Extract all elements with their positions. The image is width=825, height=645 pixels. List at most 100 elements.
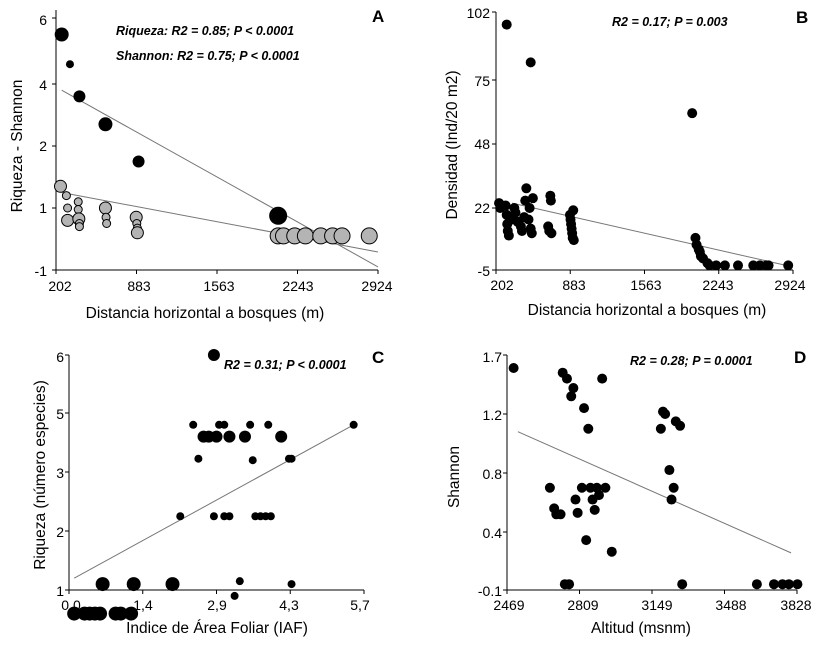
panel-c-xtick: 4,3 <box>279 597 299 613</box>
panel-b-data-point <box>521 183 532 194</box>
panel-b-data-point <box>526 228 537 239</box>
panel-b: B R2 = 0.17; P = 0.003 Densidad (Ind/20 … <box>444 5 808 319</box>
panel-c-data-point <box>287 454 296 463</box>
panel-a-xtick: 2924 <box>361 278 392 294</box>
panel-c-ytick: 1 <box>56 583 64 599</box>
panel-d-data-point <box>600 482 611 493</box>
panel-c-label: C <box>372 348 384 367</box>
panel-c-data-point <box>246 420 255 429</box>
panel-b-data-point <box>733 260 744 271</box>
panel-b-ytick: -5 <box>478 263 491 279</box>
panel-d-data-point <box>581 535 592 546</box>
panel-d-ytick: 1.7 <box>483 349 503 365</box>
panel-d-ytick: -0.1 <box>478 583 502 599</box>
panel-d-data-point <box>792 579 803 590</box>
panel-c-ylabel: Riqueza (número especies) <box>32 380 49 570</box>
panel-d-data-point <box>768 579 779 590</box>
panel-b-data-point <box>545 195 556 206</box>
panel-a-xtick: 883 <box>127 278 151 294</box>
panel-c-data-point <box>264 420 273 429</box>
panel-a-data-point <box>98 201 112 215</box>
panel-d-annotation: R2 = 0.28; P = 0.0001 <box>630 354 753 368</box>
panel-c-data-point <box>207 349 220 361</box>
panel-b-data-point <box>527 193 538 204</box>
panel-a-data-point <box>54 27 69 42</box>
panel-b-xlabel: Distancia horizontal a bosques (m) <box>528 302 767 319</box>
panel-a-data-point <box>102 219 112 228</box>
panel-c-data-point <box>93 606 108 621</box>
panel-a-data-point <box>73 90 86 103</box>
panel-d-data-point <box>606 546 617 557</box>
panel-b-data-point <box>763 260 774 271</box>
panel-a-ylabel: Riqueza - Shannon <box>9 80 26 213</box>
panel-b-data-point <box>525 57 536 68</box>
panel-d-data-point <box>561 373 572 384</box>
panel-d-data-point <box>664 465 675 476</box>
panel-a-ytick: 6 <box>39 12 47 28</box>
panel-c-fit-line <box>73 424 354 579</box>
panel-d: D R2 = 0.28; P = 0.0001 Shannon Altitud … <box>446 348 812 637</box>
panel-b-xtick: 2243 <box>702 277 733 293</box>
panel-d-data-point <box>668 482 679 493</box>
panel-a-data-point <box>65 60 74 69</box>
panel-b-xtick: 2924 <box>774 277 805 293</box>
panel-d-data-point <box>677 579 688 590</box>
panel-b-xtick: 1563 <box>630 277 661 293</box>
panel-d-xlabel: Altitud (msnm) <box>591 620 691 637</box>
panel-b-data-point <box>523 214 534 225</box>
panel-b-data-point <box>687 108 698 119</box>
panel-d-data-point <box>660 409 671 419</box>
panel-c-ytick: 3 <box>56 465 64 481</box>
panel-c-data-point <box>275 430 288 443</box>
panel-b-data-point <box>510 207 521 218</box>
panel-c-data-point <box>220 420 229 429</box>
panel-c-data-point <box>113 606 128 621</box>
panel-c-data-point <box>210 430 223 443</box>
panel-b-ytick: 48 <box>474 136 490 152</box>
panel-c-xlabel: Indice de Área Foliar (IAF) <box>126 620 308 637</box>
panel-a-xtick: 202 <box>48 278 72 294</box>
panel-a-ytick: 4 <box>39 77 47 93</box>
panel-b-data-point <box>501 19 512 30</box>
panel-d-data-point <box>570 494 581 505</box>
panel-a-data-point <box>132 155 145 168</box>
panel-d-label: D <box>794 348 806 367</box>
panel-d-data-point <box>555 509 566 520</box>
panel-d-data-point <box>576 482 587 493</box>
panel-b-data-point <box>500 200 511 211</box>
panel-b-data-point <box>524 203 535 213</box>
panel-d-data-point <box>666 494 677 505</box>
panel-c: C R2 = 0.31; P < 0.0001 Riqueza (número … <box>32 348 384 637</box>
panel-b-ytick: 102 <box>467 5 491 21</box>
panel-c-data-point <box>287 580 296 589</box>
panel-d-ylabel: Shannon <box>446 446 463 508</box>
panel-a-data-point <box>61 191 71 201</box>
panel-d-ytick: 1.2 <box>483 407 503 423</box>
panel-c-data-point <box>209 512 218 521</box>
panel-c-data-point <box>67 606 82 621</box>
panel-b-ylabel: Densidad (Ind/20 m2) <box>444 70 461 219</box>
panel-a-data-point <box>130 226 144 240</box>
panel-c-marks <box>65 349 365 621</box>
panel-b-data-point <box>568 235 579 246</box>
panel-d-data-point <box>564 579 575 590</box>
panel-d-data-point <box>783 579 794 590</box>
panel-c-annotation: R2 = 0.31; P < 0.0001 <box>224 358 347 372</box>
panel-d-data-point <box>589 504 600 515</box>
panel-d-marks <box>503 354 803 594</box>
panel-c-data-point <box>225 512 234 521</box>
panel-d-data-point <box>579 403 590 414</box>
panel-a-data-point <box>333 227 351 245</box>
panel-d-data-point <box>566 391 577 402</box>
panel-a-ytick: 2 <box>39 138 47 154</box>
panel-a-data-point <box>73 205 83 215</box>
panel-d-data-point <box>675 420 686 431</box>
panel-c-ytick: 2 <box>56 524 64 540</box>
panel-c-ytick: 5 <box>56 406 64 422</box>
panel-b-xtick: 883 <box>562 277 586 293</box>
panel-c-data-point <box>95 577 110 592</box>
panel-b-data-point <box>783 260 794 271</box>
panel-c-xtick: 5,7 <box>350 597 370 613</box>
